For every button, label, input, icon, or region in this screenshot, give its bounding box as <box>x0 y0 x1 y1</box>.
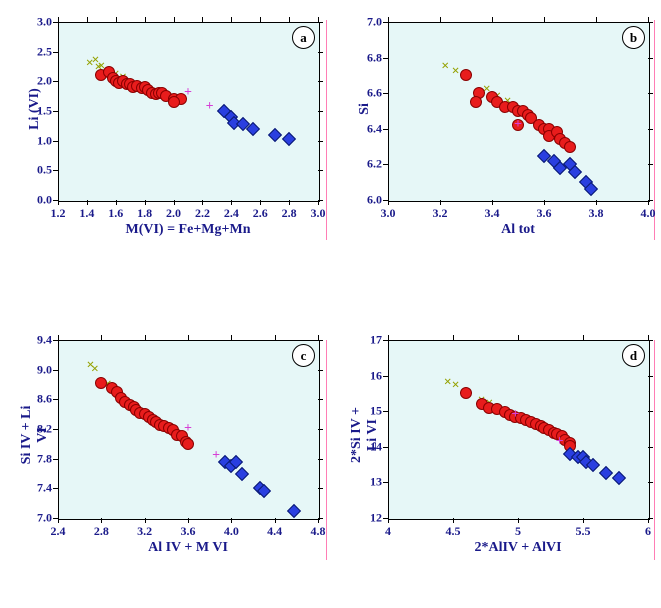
ytick: 0.0 <box>22 193 52 208</box>
ylabel-b: Si <box>357 74 373 144</box>
xtick: 4.0 <box>224 524 239 539</box>
ytick: 13 <box>352 475 382 490</box>
ytick: 6.8 <box>352 50 382 65</box>
xtick: 5 <box>515 524 521 539</box>
panel-label-c: c <box>292 344 315 367</box>
xtick: 2.4 <box>224 206 239 221</box>
xlabel-a: M(VI) = Fe+Mg+Mn <box>58 222 318 238</box>
ytick: 0.5 <box>22 163 52 178</box>
ytick: 9.0 <box>22 362 52 377</box>
xtick: 3.8 <box>589 206 604 221</box>
ylabel-d: 2*Si IV + Li VI <box>349 400 381 470</box>
xlabel-d: 2*AlIV + AlVI <box>388 540 648 556</box>
xtick: 4.4 <box>267 524 282 539</box>
xtick: 2.6 <box>253 206 268 221</box>
ytick: 7.4 <box>22 481 52 496</box>
data-point: + <box>556 435 564 449</box>
data-point: + <box>511 408 519 422</box>
data-point: × <box>91 363 99 377</box>
xtick: 2.0 <box>166 206 181 221</box>
data-point: × <box>441 60 449 74</box>
data-point: + <box>206 100 214 114</box>
ytick: 2.5 <box>22 44 52 59</box>
divider <box>654 340 655 560</box>
xtick: 4.8 <box>311 524 326 539</box>
divider <box>326 20 327 240</box>
ytick: 3.0 <box>22 15 52 30</box>
data-point: × <box>444 376 452 390</box>
data-point <box>182 438 194 450</box>
xtick: 1.4 <box>79 206 94 221</box>
xtick: 3.2 <box>137 524 152 539</box>
xtick: 3.0 <box>311 206 326 221</box>
xtick: 4.5 <box>446 524 461 539</box>
data-point: × <box>452 65 460 79</box>
xtick: 3.6 <box>181 524 196 539</box>
xtick: 1.8 <box>137 206 152 221</box>
xtick: 3.0 <box>381 206 396 221</box>
xtick: 2.4 <box>51 524 66 539</box>
panel-label-a: a <box>292 26 315 49</box>
ylabel-a: Li (VI) <box>27 74 43 144</box>
ytick: 17 <box>352 333 382 348</box>
ytick: 7.0 <box>22 511 52 526</box>
xtick: 1.2 <box>51 206 66 221</box>
ytick: 9.4 <box>22 333 52 348</box>
data-point <box>470 96 482 108</box>
ytick: 12 <box>352 511 382 526</box>
xlabel-b: Al tot <box>388 222 648 238</box>
data-point: + <box>514 118 522 132</box>
xtick: 4.0 <box>641 206 656 221</box>
ytick: 6.2 <box>352 157 382 172</box>
xtick: 2.2 <box>195 206 210 221</box>
ytick: 7.0 <box>352 15 382 30</box>
data-point <box>564 141 576 153</box>
data-point: × <box>452 379 460 393</box>
xlabel-c: Al IV + M VI <box>58 540 318 556</box>
panel-d <box>388 340 650 520</box>
ylabel-c: Si IV + Li VI <box>19 400 51 470</box>
xtick: 4 <box>385 524 391 539</box>
ytick: 16 <box>352 368 382 383</box>
data-point <box>460 387 472 399</box>
panel-label-b: b <box>622 26 645 49</box>
xtick: 1.6 <box>108 206 123 221</box>
xtick: 3.6 <box>537 206 552 221</box>
panel-label-d: d <box>622 344 645 367</box>
xtick: 6 <box>645 524 651 539</box>
panel-a <box>58 22 320 202</box>
xtick: 3.2 <box>433 206 448 221</box>
xtick: 2.8 <box>94 524 109 539</box>
data-point: + <box>184 86 192 100</box>
xtick: 3.4 <box>485 206 500 221</box>
data-point <box>460 69 472 81</box>
data-point <box>168 96 180 108</box>
divider <box>326 340 327 560</box>
data-point: + <box>184 422 192 436</box>
ytick: 6.0 <box>352 193 382 208</box>
xtick: 2.8 <box>282 206 297 221</box>
xtick: 5.5 <box>576 524 591 539</box>
